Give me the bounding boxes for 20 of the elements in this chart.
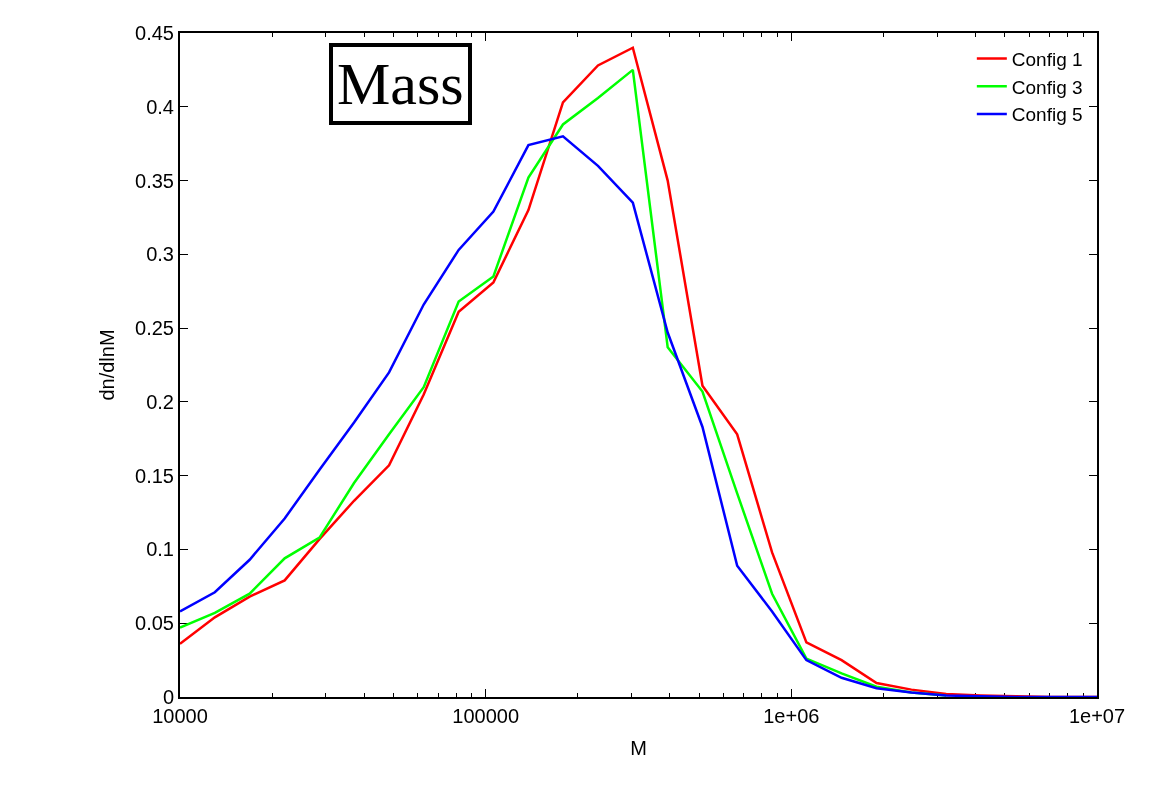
legend-label: Config 1 — [1011, 48, 1083, 70]
y-axis-title: dn/dlnM — [96, 329, 119, 401]
y-tick-label: 0 — [162, 686, 174, 708]
y-tick-label: 0.35 — [135, 169, 174, 192]
legend-label: Config 5 — [1011, 104, 1083, 126]
x-axis-title: M — [630, 737, 647, 759]
x-tick-label: 1e+07 — [1068, 705, 1126, 727]
x-tick-label: 10000 — [152, 705, 208, 727]
y-tick-label: 0.25 — [135, 317, 174, 340]
y-tick-label: 0.1 — [146, 538, 174, 561]
x-tick-label: 1e+06 — [763, 705, 820, 727]
x-tick-label: 100000 — [452, 705, 520, 727]
annotation: Mass — [337, 51, 464, 117]
y-tick-label: 0.3 — [146, 243, 174, 266]
y-tick-label: 0.2 — [146, 390, 174, 413]
y-tick-label: 0.4 — [146, 95, 174, 118]
y-tick-label: 0.05 — [135, 612, 174, 635]
y-tick-label: 0.45 — [135, 22, 174, 44]
legend-label: Config 3 — [1011, 76, 1083, 98]
y-tick-label: 0.15 — [135, 464, 174, 487]
